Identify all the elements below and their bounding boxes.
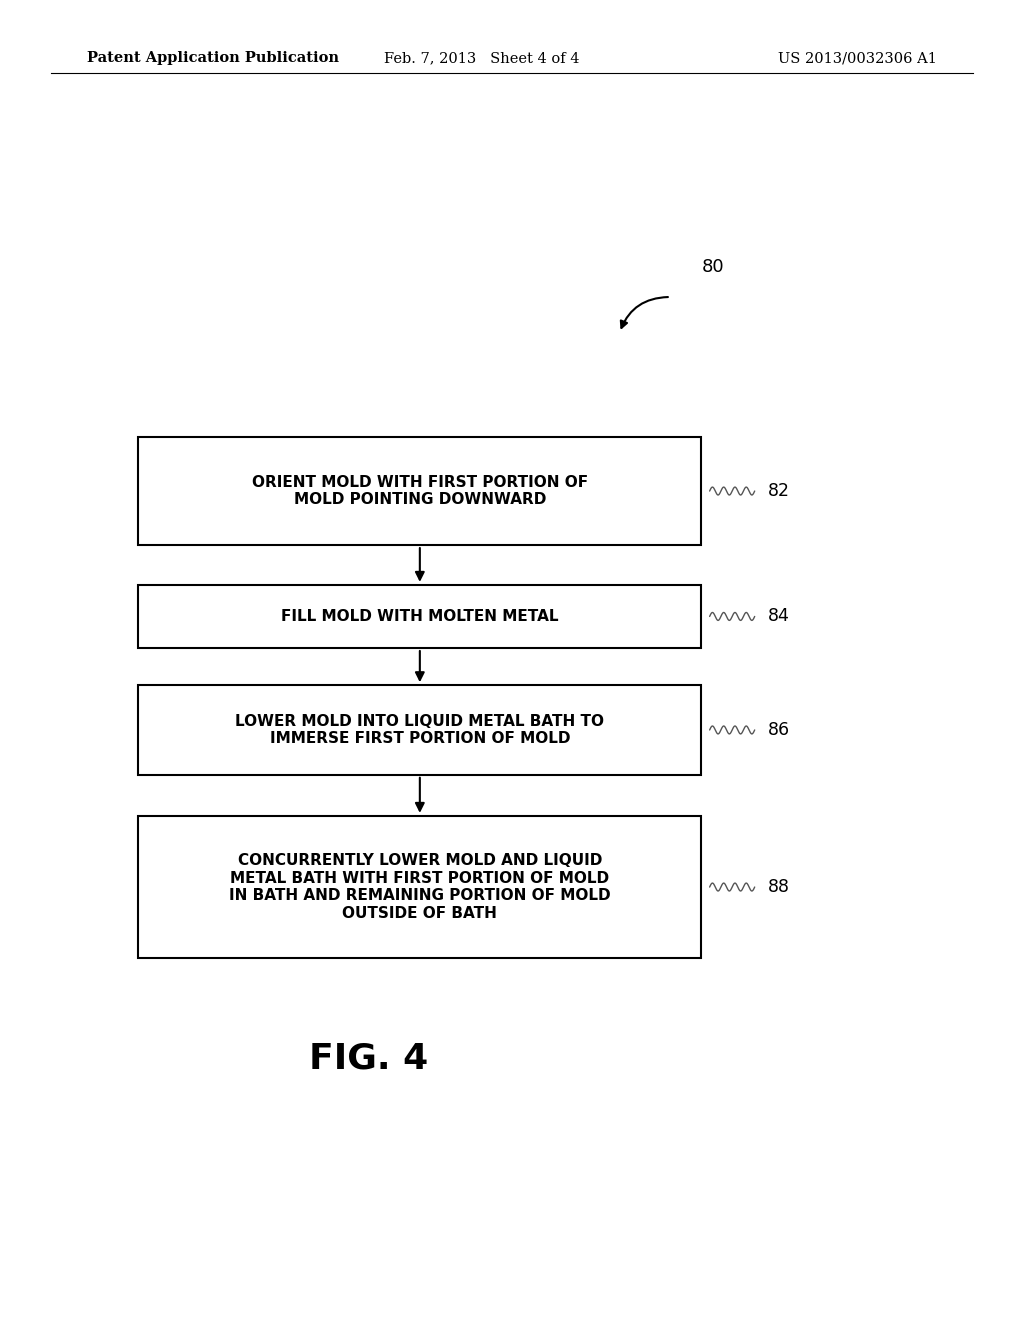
- Text: ORIENT MOLD WITH FIRST PORTION OF
MOLD POINTING DOWNWARD: ORIENT MOLD WITH FIRST PORTION OF MOLD P…: [252, 475, 588, 507]
- Text: Patent Application Publication: Patent Application Publication: [87, 51, 339, 65]
- Text: 86: 86: [768, 721, 791, 739]
- Text: 80: 80: [701, 257, 724, 276]
- Text: Feb. 7, 2013   Sheet 4 of 4: Feb. 7, 2013 Sheet 4 of 4: [384, 51, 579, 65]
- Text: FIG. 4: FIG. 4: [309, 1041, 428, 1076]
- Bar: [138, 685, 701, 775]
- Text: CONCURRENTLY LOWER MOLD AND LIQUID
METAL BATH WITH FIRST PORTION OF MOLD
IN BATH: CONCURRENTLY LOWER MOLD AND LIQUID METAL…: [229, 854, 610, 920]
- Bar: [138, 816, 701, 958]
- Text: US 2013/0032306 A1: US 2013/0032306 A1: [778, 51, 937, 65]
- Text: FILL MOLD WITH MOLTEN METAL: FILL MOLD WITH MOLTEN METAL: [282, 609, 558, 624]
- Bar: [138, 585, 701, 648]
- Text: 88: 88: [768, 878, 790, 896]
- Bar: [138, 437, 701, 545]
- Text: 84: 84: [768, 607, 790, 626]
- Text: LOWER MOLD INTO LIQUID METAL BATH TO
IMMERSE FIRST PORTION OF MOLD: LOWER MOLD INTO LIQUID METAL BATH TO IMM…: [236, 714, 604, 746]
- Text: 82: 82: [768, 482, 790, 500]
